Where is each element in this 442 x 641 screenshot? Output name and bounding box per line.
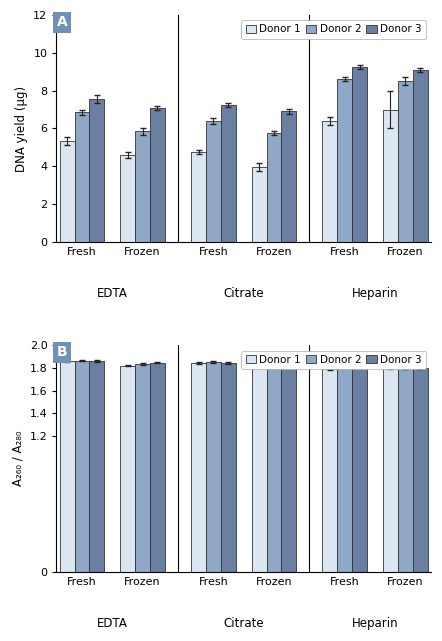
Bar: [352, 67, 367, 242]
Bar: [60, 141, 75, 242]
Bar: [267, 366, 282, 572]
Bar: [221, 363, 236, 572]
Bar: [267, 133, 282, 242]
Bar: [191, 152, 206, 242]
Bar: [337, 79, 352, 242]
Bar: [75, 112, 89, 242]
Bar: [398, 81, 413, 242]
Bar: [75, 361, 89, 572]
Bar: [206, 362, 221, 572]
Bar: [135, 364, 150, 572]
Bar: [383, 368, 398, 572]
Bar: [413, 70, 427, 242]
Bar: [323, 121, 337, 242]
Bar: [60, 361, 75, 572]
Bar: [191, 363, 206, 572]
Bar: [398, 368, 413, 572]
Bar: [221, 105, 236, 242]
Text: A: A: [57, 15, 67, 29]
Bar: [282, 365, 296, 572]
Bar: [120, 155, 135, 242]
Bar: [282, 112, 296, 242]
Legend: Donor 1, Donor 2, Donor 3: Donor 1, Donor 2, Donor 3: [241, 351, 426, 369]
Text: B: B: [57, 345, 67, 360]
Bar: [323, 369, 337, 572]
Bar: [150, 363, 165, 572]
Bar: [150, 108, 165, 242]
Bar: [252, 367, 267, 572]
Bar: [206, 121, 221, 242]
Y-axis label: A₂₆₀ / A₂₈₀: A₂₆₀ / A₂₈₀: [11, 431, 24, 487]
Text: Citrate: Citrate: [223, 287, 264, 300]
Text: Heparin: Heparin: [352, 617, 398, 630]
Bar: [352, 367, 367, 572]
Bar: [413, 368, 427, 572]
Text: Citrate: Citrate: [223, 617, 264, 630]
Text: EDTA: EDTA: [97, 617, 128, 630]
Bar: [135, 131, 150, 242]
Bar: [252, 167, 267, 242]
Bar: [89, 99, 104, 242]
Text: EDTA: EDTA: [97, 287, 128, 300]
Bar: [120, 366, 135, 572]
Bar: [383, 110, 398, 242]
Legend: Donor 1, Donor 2, Donor 3: Donor 1, Donor 2, Donor 3: [241, 21, 426, 38]
Bar: [337, 367, 352, 572]
Text: Heparin: Heparin: [352, 287, 398, 300]
Y-axis label: DNA yield (µg): DNA yield (µg): [15, 85, 28, 172]
Bar: [89, 361, 104, 572]
